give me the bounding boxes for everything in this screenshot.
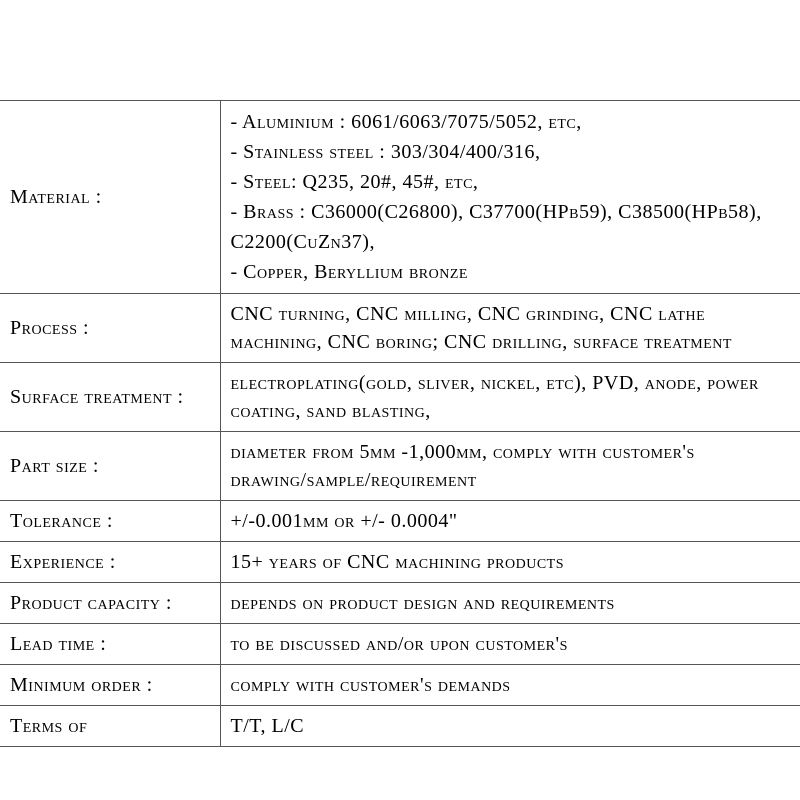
spec-table: Material :- Aluminium : 6061/6063/7075/5… bbox=[0, 100, 800, 747]
spec-value: +/-0.001mm or +/- 0.0004" bbox=[220, 501, 800, 542]
table-row: Lead time :to be discussed and/or upon c… bbox=[0, 624, 800, 665]
spec-label: Material : bbox=[0, 101, 220, 294]
spec-label: Tolerance : bbox=[0, 501, 220, 542]
spec-value: electroplating(gold, sliver, nickel, etc… bbox=[220, 363, 800, 432]
spec-value-line: - Brass : C36000(C26800), C37700(HPb59),… bbox=[231, 197, 791, 257]
spec-value: comply with customer's demands bbox=[220, 665, 800, 706]
table-row: Experience : 15+ years of CNC machining … bbox=[0, 542, 800, 583]
table-row: Process :CNC turning, CNC milling, CNC g… bbox=[0, 294, 800, 363]
table-row: Part size :diameter from 5mm -1,000mm, c… bbox=[0, 432, 800, 501]
spec-value: - Aluminium : 6061/6063/7075/5052, etc,-… bbox=[220, 101, 800, 294]
table-row: Product capacity :depends on product des… bbox=[0, 583, 800, 624]
spec-label: Terms of bbox=[0, 706, 220, 747]
spec-value-line: - Aluminium : 6061/6063/7075/5052, etc, bbox=[231, 107, 791, 137]
spec-label: Product capacity : bbox=[0, 583, 220, 624]
spec-label: Experience : bbox=[0, 542, 220, 583]
table-row: Material :- Aluminium : 6061/6063/7075/5… bbox=[0, 101, 800, 294]
spec-value: CNC turning, CNC milling, CNC grinding, … bbox=[220, 294, 800, 363]
spec-value-line: - Steel: Q235, 20#, 45#, etc, bbox=[231, 167, 791, 197]
spec-value: T/T, L/C bbox=[220, 706, 800, 747]
spec-value: diameter from 5mm -1,000mm, comply with … bbox=[220, 432, 800, 501]
table-row: Minimum order :comply with customer's de… bbox=[0, 665, 800, 706]
spec-value: 15+ years of CNC machining products bbox=[220, 542, 800, 583]
spec-value: depends on product design and requiremen… bbox=[220, 583, 800, 624]
spec-value: to be discussed and/or upon customer's bbox=[220, 624, 800, 665]
spec-label: Minimum order : bbox=[0, 665, 220, 706]
table-row: Terms ofT/T, L/C bbox=[0, 706, 800, 747]
table-row: Tolerance :+/-0.001mm or +/- 0.0004" bbox=[0, 501, 800, 542]
spec-label: Surface treatment : bbox=[0, 363, 220, 432]
spec-value-line: - Stainless steel : 303/304/400/316, bbox=[231, 137, 791, 167]
table-row: Surface treatment :electroplating(gold, … bbox=[0, 363, 800, 432]
spec-label: Part size : bbox=[0, 432, 220, 501]
spec-label: Process : bbox=[0, 294, 220, 363]
spec-label: Lead time : bbox=[0, 624, 220, 665]
spec-value-line: - Copper, Beryllium bronze bbox=[231, 257, 791, 287]
